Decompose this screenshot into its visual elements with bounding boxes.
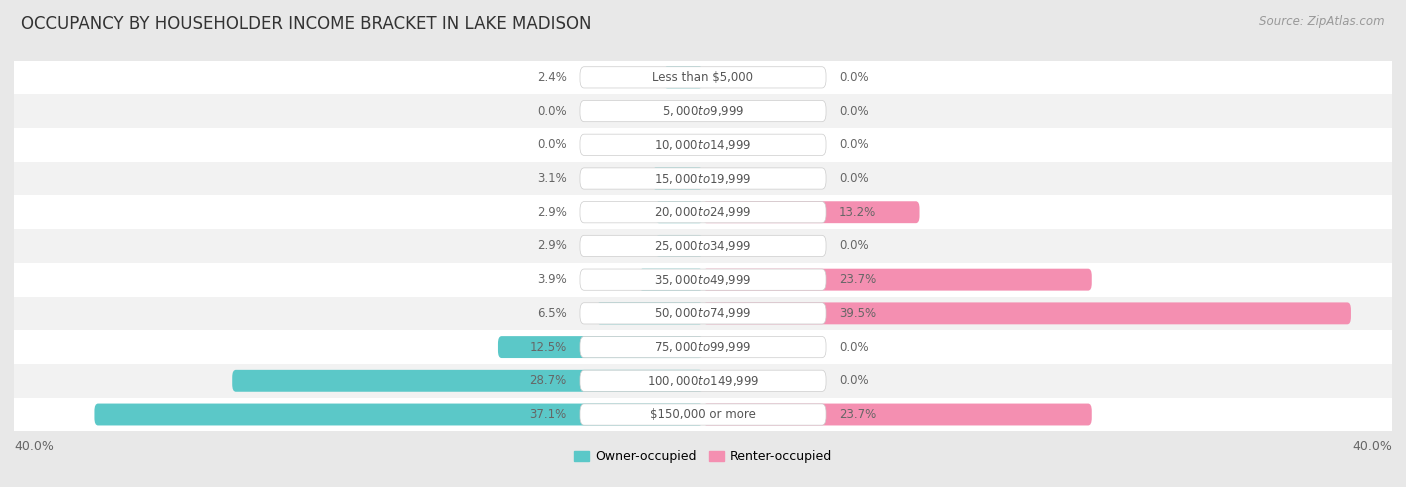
Bar [14,330,1392,364]
Text: 0.0%: 0.0% [839,340,869,354]
Text: 23.7%: 23.7% [839,273,876,286]
Text: $15,000 to $19,999: $15,000 to $19,999 [654,171,752,186]
Text: 40.0%: 40.0% [14,440,53,453]
Text: 39.5%: 39.5% [839,307,876,320]
Text: 2.9%: 2.9% [537,240,567,252]
Text: $20,000 to $24,999: $20,000 to $24,999 [654,205,752,219]
Text: 0.0%: 0.0% [839,375,869,387]
Text: Less than $5,000: Less than $5,000 [652,71,754,84]
FancyBboxPatch shape [703,404,1092,426]
Bar [14,60,1392,94]
FancyBboxPatch shape [655,201,703,223]
Bar [14,364,1392,398]
FancyBboxPatch shape [581,235,827,257]
FancyBboxPatch shape [581,168,827,189]
Text: Source: ZipAtlas.com: Source: ZipAtlas.com [1260,15,1385,28]
FancyBboxPatch shape [703,269,1092,291]
FancyBboxPatch shape [581,269,827,290]
Text: 13.2%: 13.2% [839,206,876,219]
Bar [14,195,1392,229]
FancyBboxPatch shape [640,269,703,291]
FancyBboxPatch shape [581,100,827,122]
Bar [14,297,1392,330]
Bar [14,229,1392,263]
Text: $150,000 or more: $150,000 or more [650,408,756,421]
Bar [14,398,1392,431]
Text: $100,000 to $149,999: $100,000 to $149,999 [647,374,759,388]
Text: $10,000 to $14,999: $10,000 to $14,999 [654,138,752,152]
FancyBboxPatch shape [94,404,703,426]
Text: 0.0%: 0.0% [839,71,869,84]
Text: 6.5%: 6.5% [537,307,567,320]
FancyBboxPatch shape [703,302,1351,324]
Text: 0.0%: 0.0% [537,138,567,151]
Text: 37.1%: 37.1% [530,408,567,421]
FancyBboxPatch shape [581,370,827,392]
FancyBboxPatch shape [581,67,827,88]
Text: $5,000 to $9,999: $5,000 to $9,999 [662,104,744,118]
Text: 2.4%: 2.4% [537,71,567,84]
Text: 0.0%: 0.0% [839,105,869,117]
FancyBboxPatch shape [581,134,827,155]
Text: 23.7%: 23.7% [839,408,876,421]
Legend: Owner-occupied, Renter-occupied: Owner-occupied, Renter-occupied [568,446,838,468]
Text: OCCUPANCY BY HOUSEHOLDER INCOME BRACKET IN LAKE MADISON: OCCUPANCY BY HOUSEHOLDER INCOME BRACKET … [21,15,592,33]
FancyBboxPatch shape [596,302,703,324]
Text: 40.0%: 40.0% [1353,440,1392,453]
Text: $50,000 to $74,999: $50,000 to $74,999 [654,306,752,320]
FancyBboxPatch shape [232,370,703,392]
Text: $35,000 to $49,999: $35,000 to $49,999 [654,273,752,287]
Bar [14,128,1392,162]
FancyBboxPatch shape [664,66,703,88]
FancyBboxPatch shape [581,337,827,357]
Text: 0.0%: 0.0% [537,105,567,117]
FancyBboxPatch shape [581,303,827,324]
Text: 0.0%: 0.0% [839,240,869,252]
Bar [14,94,1392,128]
FancyBboxPatch shape [652,168,703,189]
FancyBboxPatch shape [498,336,703,358]
Text: $25,000 to $34,999: $25,000 to $34,999 [654,239,752,253]
Text: 3.1%: 3.1% [537,172,567,185]
Text: 2.9%: 2.9% [537,206,567,219]
Text: 0.0%: 0.0% [839,138,869,151]
Text: 3.9%: 3.9% [537,273,567,286]
Text: 0.0%: 0.0% [839,172,869,185]
Bar [14,263,1392,297]
Text: 12.5%: 12.5% [530,340,567,354]
Text: $75,000 to $99,999: $75,000 to $99,999 [654,340,752,354]
FancyBboxPatch shape [581,202,827,223]
FancyBboxPatch shape [655,235,703,257]
FancyBboxPatch shape [581,404,827,425]
FancyBboxPatch shape [703,201,920,223]
Text: 28.7%: 28.7% [530,375,567,387]
Bar [14,162,1392,195]
